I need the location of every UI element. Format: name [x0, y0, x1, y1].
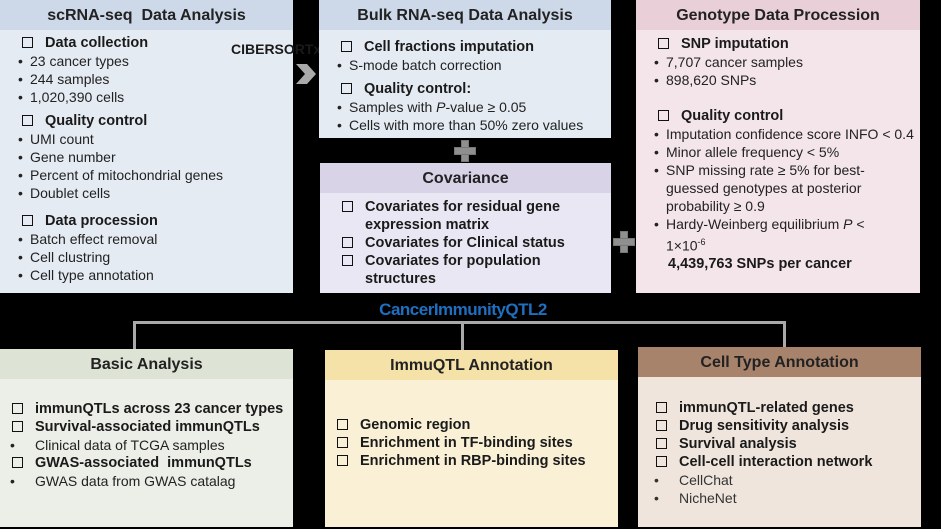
connector-left — [133, 321, 136, 350]
checkbox-icon — [341, 83, 352, 94]
covariance-item: Covariates for Clinical status — [338, 234, 608, 252]
celltype-item: immunQTL-related genes — [652, 399, 917, 417]
checkbox-icon — [656, 402, 667, 413]
list-item: • 7,707 cancer samples — [654, 54, 803, 70]
checkbox-icon — [337, 437, 348, 448]
checkbox-icon — [337, 419, 348, 430]
list-item: • Imputation confidence score INFO < 0.4 — [654, 126, 914, 142]
connector-horizontal — [133, 321, 786, 324]
list-item: • CellChat — [654, 472, 733, 488]
genotype-section-snp-imputation: SNP imputation — [654, 35, 916, 53]
bulk-section-cell-fractions: Cell fractions imputation — [337, 38, 609, 56]
list-item: • Doublet cells — [18, 185, 111, 201]
checkbox-icon — [658, 38, 669, 49]
checkbox-icon — [342, 255, 353, 266]
checkbox-icon — [12, 403, 23, 414]
covariance-item: Covariates for population structures — [338, 252, 608, 288]
immuqtl-item: Enrichment in RBP-binding sites — [333, 452, 613, 470]
checkbox-icon — [342, 237, 353, 248]
checkbox-icon — [22, 215, 33, 226]
checkbox-icon — [12, 457, 23, 468]
checkbox-icon — [656, 438, 667, 449]
list-item: • NicheNet — [654, 490, 737, 506]
immuqtl-annotation-panel: ImmuQTL Annotation Genomic region Enrich… — [325, 350, 618, 527]
checkbox-icon — [656, 420, 667, 431]
bulk-title: Bulk RNA-seq Data Analysis — [319, 0, 611, 30]
list-item: • UMI count — [18, 131, 94, 147]
basic-item: Survival-associated immunQTLs — [8, 418, 288, 436]
list-item: • Gene number — [18, 149, 116, 165]
scrna-panel: scRNA-seq Data Analysis Data collection … — [0, 0, 293, 293]
basic-item: immunQTLs across 23 cancer types — [8, 400, 288, 418]
genotype-panel: Genotype Data Procession SNP imputation … — [636, 0, 920, 293]
bulk-section-quality-control: Quality control: — [337, 80, 609, 98]
checkbox-icon — [341, 41, 352, 52]
checkbox-icon — [22, 115, 33, 126]
scrna-section-quality-control: Quality control — [18, 112, 288, 130]
immuqtl-item: Genomic region — [333, 416, 613, 434]
chevron-right-arrow-icon — [294, 62, 318, 86]
celltype-item: Survival analysis — [652, 435, 917, 453]
list-item: • SNP missing rate ≥ 5% for best-guessed … — [654, 162, 865, 214]
list-item: • Clinical data of TCGA samples — [10, 437, 225, 453]
plus-icon — [454, 140, 476, 162]
scrna-section-data-collection: Data collection — [18, 34, 288, 52]
plus-icon — [613, 231, 635, 253]
covariance-title: Covariance — [320, 163, 611, 193]
list-item: • Cell type annotation — [18, 267, 154, 283]
connector-right — [783, 321, 786, 348]
checkbox-icon — [337, 455, 348, 466]
list-item: • S-mode batch correction — [337, 57, 502, 73]
basic-analysis-panel: Basic Analysis immunQTLs across 23 cance… — [0, 349, 293, 527]
checkbox-icon — [22, 37, 33, 48]
celltype-item: Drug sensitivity analysis — [652, 417, 917, 435]
list-item: • Cell clustring — [18, 249, 111, 265]
genotype-title: Genotype Data Procession — [636, 0, 920, 30]
covariance-item: Covariates for residual gene expression … — [338, 198, 608, 234]
cell-type-annotation-panel: Cell Type Annotation immunQTL-related ge… — [638, 347, 921, 527]
scrna-section-data-procession: Data procession — [18, 212, 288, 230]
basic-item: GWAS-associated immunQTLs — [8, 454, 288, 472]
list-item: • Hardy-Weinberg equilibrium P <1×10-6 — [654, 216, 865, 254]
list-item: • 244 samples — [18, 71, 110, 87]
list-item: • 23 cancer types — [18, 53, 129, 69]
list-item: • Minor allele frequency < 5% — [654, 144, 840, 160]
cibersortx-label: CIBERSORTx — [231, 41, 322, 57]
cell-type-annotation-title: Cell Type Annotation — [638, 347, 921, 377]
list-item: • 1,020,390 cells — [18, 89, 125, 105]
connector-center — [461, 321, 464, 350]
list-item: • GWAS data from GWAS catalag — [10, 473, 236, 489]
checkbox-icon — [342, 201, 353, 212]
list-item: • Batch effect removal — [18, 231, 158, 247]
list-item: • Samples with P-value ≥ 0.05 — [337, 99, 527, 115]
list-item: • 898,620 SNPs — [654, 72, 757, 88]
genotype-summary: 4,439,763 SNPs per cancer — [668, 255, 852, 272]
list-item: • Percent of mitochondrial genes — [18, 167, 223, 183]
basic-analysis-title: Basic Analysis — [0, 349, 293, 379]
center-title: CancerImmunityQTL2 — [379, 300, 547, 319]
checkbox-icon — [12, 421, 23, 432]
immuqtl-item: Enrichment in TF-binding sites — [333, 434, 613, 452]
immuqtl-annotation-title: ImmuQTL Annotation — [325, 350, 618, 380]
bulk-rnaseq-panel: Bulk RNA-seq Data Analysis Cell fraction… — [319, 0, 611, 138]
celltype-item: Cell-cell interaction network — [652, 453, 917, 471]
checkbox-icon — [656, 456, 667, 467]
list-item: • Cells with more than 50% zero values — [337, 117, 584, 133]
covariance-panel: Covariance Covariates for residual gene … — [320, 163, 611, 293]
checkbox-icon — [658, 110, 669, 121]
scrna-title: scRNA-seq Data Analysis — [0, 0, 293, 30]
genotype-section-quality-control: Quality control — [654, 107, 916, 125]
